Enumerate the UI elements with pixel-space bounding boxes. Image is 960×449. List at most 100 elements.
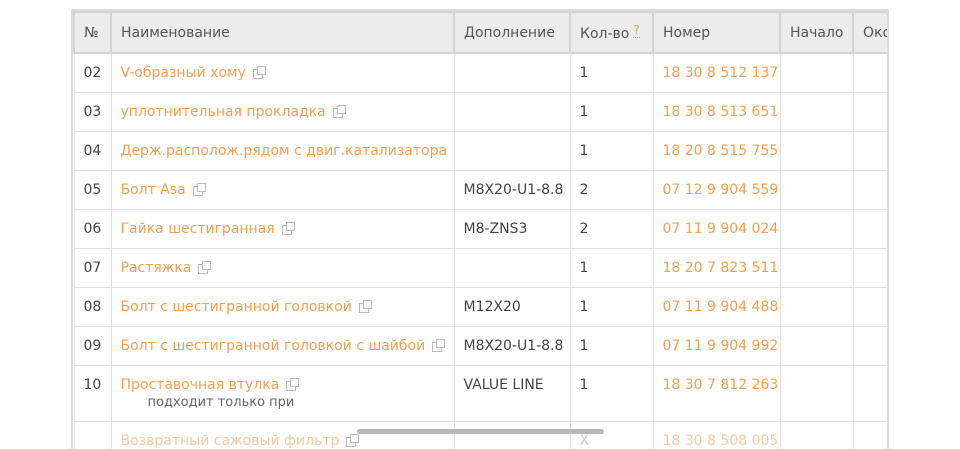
row-number-cell: 07 12 9 904 559 [652, 169, 781, 210]
header-no: № [73, 11, 112, 54]
row-extra: M8-ZNS3 [453, 208, 571, 249]
part-note: подходит только при [147, 394, 295, 410]
row-start [779, 420, 854, 449]
row-qty: 2 [569, 169, 654, 210]
external-link-icon[interactable] [198, 260, 212, 274]
row-name-cell: Болт с шестигранной головкой [110, 286, 455, 327]
external-link-icon[interactable] [281, 221, 295, 235]
row-start [779, 208, 854, 249]
row-name-cell: Гайка шестигранная [110, 208, 455, 249]
part-number-link[interactable]: 07 11 9 904 488 [662, 298, 779, 315]
row-no [73, 420, 112, 449]
row-qty: 1 [569, 130, 654, 171]
row-number-cell: 18 20 7 823 511 [652, 247, 781, 288]
header-name: Наименование [110, 11, 455, 54]
row-name-cell: Растяжка [110, 247, 455, 288]
row-no: 04 [73, 130, 112, 171]
row-start [779, 169, 854, 210]
row-number-cell: 07 11 9 904 024 [652, 208, 781, 249]
horizontal-scrollbar[interactable] [357, 429, 604, 434]
part-name-link[interactable]: V-образный хому [120, 65, 246, 81]
part-number-link[interactable]: 18 20 8 515 755 [662, 142, 779, 159]
part-name-link[interactable]: Болт с шестигранной головкой с шайбой [120, 337, 426, 354]
row-extra [453, 130, 571, 171]
row-end [852, 420, 887, 449]
parts-table: № Наименование Дополнение Кол-во? Номер … [73, 11, 887, 449]
part-number-link[interactable]: 07 11 9 904 992 [662, 337, 779, 354]
table-row: 02 V-образный хому 1 18 30 8 512 137 [73, 52, 887, 93]
table-row: 06 Гайка шестигранная M8-ZNS3 2 07 11 9 904 … [73, 208, 887, 249]
external-link-icon[interactable] [332, 104, 346, 118]
row-start [779, 286, 854, 327]
part-number-link[interactable]: 18 30 8 513 651 [662, 103, 779, 120]
table-row: 07 Растяжка 1 18 20 7 823 511 [73, 247, 887, 288]
external-link-icon[interactable] [192, 182, 206, 196]
row-extra [453, 420, 571, 449]
row-extra: M12X20 [453, 286, 571, 327]
header-extra: Дополнение [453, 11, 571, 54]
part-number-link[interactable]: 18 30 7 812 263 [662, 376, 779, 393]
part-number-link[interactable]: 07 12 9 904 559 [662, 181, 779, 198]
row-start [779, 130, 854, 171]
part-name-link[interactable]: Растяжка [120, 259, 192, 276]
row-qty: 1 [569, 286, 654, 327]
table-row: 03 уплотнительная прокладка 1 18 30 8 513 6… [73, 91, 887, 132]
row-start [779, 325, 854, 366]
row-name-cell: уплотнительная прокладка [110, 91, 455, 132]
row-no: 05 [73, 169, 112, 210]
part-number-link[interactable]: 18 30 8 512 137 [662, 65, 779, 81]
part-name-link[interactable]: Болт Asa [120, 181, 186, 198]
row-number-cell: 07 11 9 904 488 [652, 286, 781, 327]
table-row: Возвратный сажовый фильтр X 18 30 8 508 00… [73, 420, 887, 449]
row-number-cell: 18 30 7 812 263 [652, 364, 781, 422]
table-row: 05 Болт Asa M8X20-U1-8.8 2 07 12 9 904 559 [73, 169, 887, 210]
external-link-icon[interactable] [286, 377, 300, 391]
row-number-cell: 07 11 9 904 992 [652, 325, 781, 366]
external-link-icon[interactable] [432, 338, 446, 352]
row-no: 02 [73, 52, 112, 93]
row-qty: 1 [569, 364, 654, 422]
row-end [852, 364, 887, 422]
row-name-cell: Возвратный сажовый фильтр [110, 420, 455, 449]
row-end [852, 91, 887, 132]
external-link-icon[interactable] [252, 66, 266, 79]
row-qty: X [569, 420, 654, 449]
table-row: 04 Держ.располож.рядом с двиг.катализатор… [73, 130, 887, 171]
row-qty: 1 [569, 91, 654, 132]
part-name-link[interactable]: Гайка шестигранная [120, 220, 275, 237]
parts-table-container: № Наименование Дополнение Кол-во? Номер … [71, 9, 889, 449]
row-qty: 1 [569, 52, 654, 93]
table-row: 08 Болт с шестигранной головкой M12X20 1 07 … [73, 286, 887, 327]
header-qty-label: Кол-во [580, 26, 630, 42]
row-extra [453, 52, 571, 93]
part-name-link[interactable]: Возвратный сажовый фильтр [120, 432, 340, 449]
row-extra: M8X20-U1-8.8 [453, 325, 571, 366]
table-row: 10 Проставочная втулка подходит только при… [73, 364, 887, 422]
table-header: № Наименование Дополнение Кол-во? Номер … [73, 11, 887, 54]
external-link-icon[interactable] [358, 299, 372, 313]
row-qty: 1 [569, 247, 654, 288]
row-no: 06 [73, 208, 112, 249]
header-start: Начало [779, 11, 854, 54]
header-qty: Кол-во? [569, 11, 654, 54]
part-name-link[interactable]: уплотнительная прокладка [120, 103, 326, 120]
row-name-cell: Проставочная втулка подходит только при [110, 364, 455, 422]
qty-help-icon[interactable]: ? [633, 23, 640, 38]
row-no: 08 [73, 286, 112, 327]
row-number-cell: 18 30 8 512 137 [652, 52, 781, 93]
row-start [779, 52, 854, 93]
part-number-link[interactable]: 18 30 8 508 005 [662, 432, 779, 449]
part-name-link[interactable]: Болт с шестигранной головкой [120, 298, 352, 315]
row-end [852, 247, 887, 288]
part-name-link[interactable]: Держ.располож.рядом с двиг.катализатора [120, 142, 448, 159]
part-name-link[interactable]: Проставочная втулка [120, 376, 280, 393]
part-number-link[interactable]: 07 11 9 904 024 [662, 220, 779, 237]
table-row: 09 Болт с шестигранной головкой с шайбой M… [73, 325, 887, 366]
row-extra: M8X20-U1-8.8 [453, 169, 571, 210]
row-no: 10 [73, 364, 112, 422]
part-number-link[interactable]: 18 20 7 823 511 [662, 259, 779, 276]
row-start [779, 91, 854, 132]
row-number-cell: 18 30 8 508 005 [652, 420, 781, 449]
row-start [779, 247, 854, 288]
row-end [852, 52, 887, 93]
